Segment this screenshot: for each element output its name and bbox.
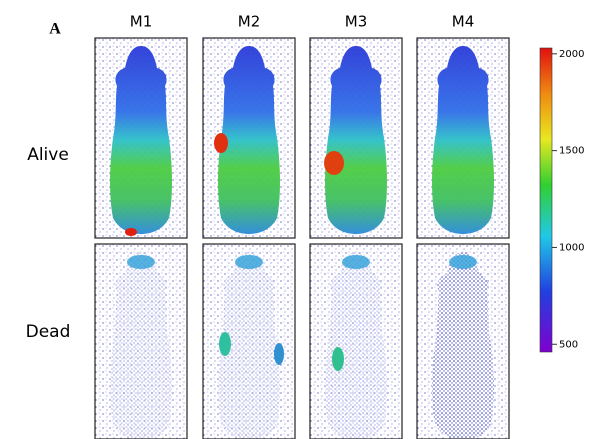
mouse-signal xyxy=(325,252,387,439)
head-signal xyxy=(235,255,263,269)
hotspot xyxy=(219,332,231,356)
mouse-image xyxy=(309,37,403,239)
head-signal xyxy=(127,255,155,269)
head-signal xyxy=(342,255,370,269)
colorbar xyxy=(539,47,553,353)
column-label: M1 xyxy=(130,13,153,31)
row-label: Dead xyxy=(26,322,71,342)
column-label: M4 xyxy=(452,13,475,31)
image-frame xyxy=(202,243,296,439)
hotspot xyxy=(324,151,344,175)
mouse-image xyxy=(202,37,296,239)
colorbar-tick-label: 500 xyxy=(559,339,578,350)
mouse-signal xyxy=(432,252,494,439)
image-frame xyxy=(94,243,188,439)
mouse-signal xyxy=(325,46,387,234)
column-label: M2 xyxy=(238,13,261,31)
mouse-signal xyxy=(110,46,172,234)
colorbar-tick-label: 1000 xyxy=(559,242,584,253)
hotspot xyxy=(274,343,284,365)
image-frame xyxy=(416,243,510,439)
colorbar-tick-label: 2000 xyxy=(559,49,584,60)
mouse-signal xyxy=(432,46,494,234)
column-label: M3 xyxy=(345,13,368,31)
panels xyxy=(94,37,510,439)
mouse-image xyxy=(309,243,403,439)
image-frame xyxy=(309,243,403,439)
mouse-image xyxy=(416,243,510,439)
hotspot xyxy=(125,228,137,236)
row-label: Alive xyxy=(27,145,69,165)
mouse-image xyxy=(202,243,296,439)
image-frame xyxy=(202,37,296,239)
image-frame xyxy=(309,37,403,239)
hotspot xyxy=(214,133,228,153)
mouse-signal xyxy=(110,252,172,439)
head-signal xyxy=(449,255,477,269)
panel-label: A xyxy=(49,21,61,38)
image-frame xyxy=(94,37,188,239)
mouse-image xyxy=(94,37,188,239)
image-frame xyxy=(416,37,510,239)
mouse-image xyxy=(94,243,188,439)
colorbar-tick-label: 1500 xyxy=(559,146,584,157)
hotspot xyxy=(332,347,344,371)
mouse-image xyxy=(416,37,510,239)
